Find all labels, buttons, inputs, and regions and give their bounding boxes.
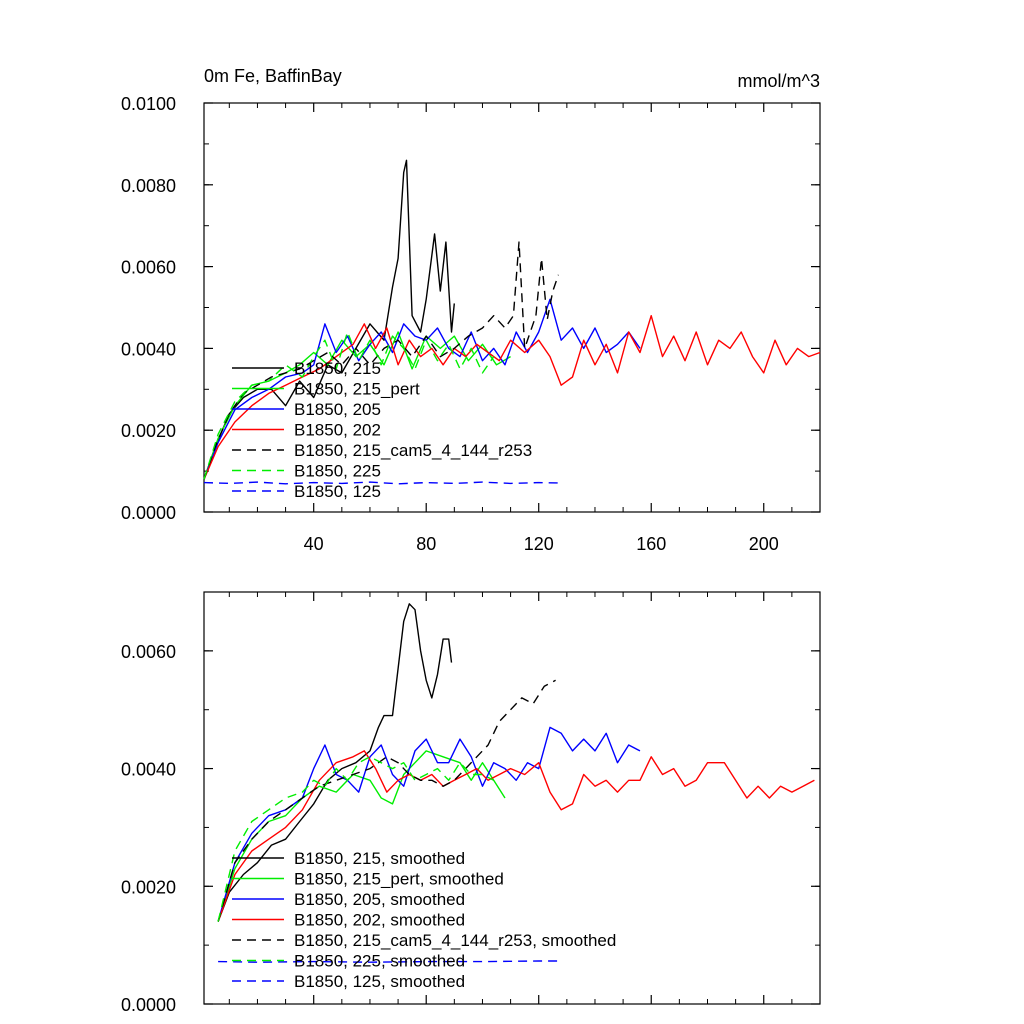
top-legend-label: B1850, 205 xyxy=(294,400,381,419)
bottom-legend-label: B1850, 215_pert, smoothed xyxy=(294,870,504,889)
bottom-plot-frame xyxy=(203,591,821,1005)
top-series-lines xyxy=(203,159,821,485)
top-y-tick-label: 0.0040 xyxy=(121,339,176,359)
top-y-tick-label: 0.0060 xyxy=(121,258,176,278)
top-y-tick-label: 0.0020 xyxy=(121,421,176,441)
bottom-axis-ticks: 0.0000 0.0020 0.0040 0.0060 xyxy=(121,591,820,1015)
top-panel-title: 0m Fe, BaffinBay xyxy=(204,66,342,86)
top-legend-label: B1850, 125 xyxy=(294,482,381,501)
top-x-tick-label: 160 xyxy=(636,534,666,554)
bottom-legend-label: B1850, 202, smoothed xyxy=(294,911,465,930)
bottom-y-tick-label: 0.0040 xyxy=(121,760,176,780)
top-series-line-2 xyxy=(203,298,641,480)
bottom-series-line-2 xyxy=(217,726,641,922)
bottom-y-tick-label: 0.0060 xyxy=(121,642,176,662)
top-panel: 0m Fe, BaffinBay mmol/m^3 0.00000.00200.… xyxy=(121,66,821,554)
top-x-tick-label: 120 xyxy=(524,534,554,554)
top-legend-label: B1850, 215_pert xyxy=(294,380,420,399)
bottom-series-line-4 xyxy=(217,679,556,922)
top-axis-ticks: 0.0000 0.0020 0.0040 0.0060 0.0080 0.0100 40 80… xyxy=(121,94,820,554)
bottom-legend: B1850, 215, smoothed B1850, 215_pert, smo… xyxy=(232,849,616,991)
top-legend-label: B1850, 202 xyxy=(294,421,381,440)
bottom-series-line-5 xyxy=(217,756,495,922)
top-x-tick-label: 80 xyxy=(416,534,436,554)
bottom-legend-label: B1850, 215, smoothed xyxy=(294,849,465,868)
bottom-series-line-0 xyxy=(217,603,453,922)
bottom-legend-label: B1850, 125, smoothed xyxy=(294,972,465,991)
top-y-tick-label: 0.0080 xyxy=(121,176,176,196)
top-panel-units: mmol/m^3 xyxy=(738,71,820,91)
bottom-series-line-1 xyxy=(217,750,506,922)
top-series-line-6 xyxy=(203,481,562,485)
bottom-legend-label: B1850, 225, smoothed xyxy=(294,952,465,971)
top-legend-label: B1850, 215 xyxy=(294,359,381,378)
top-legend-label: B1850, 215_cam5_4_144_r253 xyxy=(294,441,532,460)
bottom-series-lines xyxy=(217,603,815,963)
top-y-tick-label: 0.0000 xyxy=(121,503,176,523)
bottom-y-tick-label: 0.0000 xyxy=(121,995,176,1015)
bottom-series-line-6 xyxy=(218,960,562,963)
bottom-series-line-3 xyxy=(217,750,815,922)
bottom-legend-label: B1850, 215_cam5_4_144_r253, smoothed xyxy=(294,931,616,950)
top-y-tick-label: 0.0100 xyxy=(121,94,176,114)
top-series-line-1 xyxy=(203,331,511,480)
top-legend-label: B1850, 225 xyxy=(294,462,381,481)
top-series-line-5 xyxy=(203,331,495,480)
bottom-legend-label: B1850, 205, smoothed xyxy=(294,890,465,909)
bottom-panel: 0.0000 0.0020 0.0040 0.0060 B1850, 215, smo… xyxy=(121,591,821,1015)
top-series-line-4 xyxy=(203,241,560,480)
top-x-tick-label: 200 xyxy=(749,534,779,554)
top-x-tick-label: 40 xyxy=(304,534,324,554)
top-series-line-0 xyxy=(203,159,455,480)
bottom-y-tick-label: 0.0020 xyxy=(121,877,176,897)
